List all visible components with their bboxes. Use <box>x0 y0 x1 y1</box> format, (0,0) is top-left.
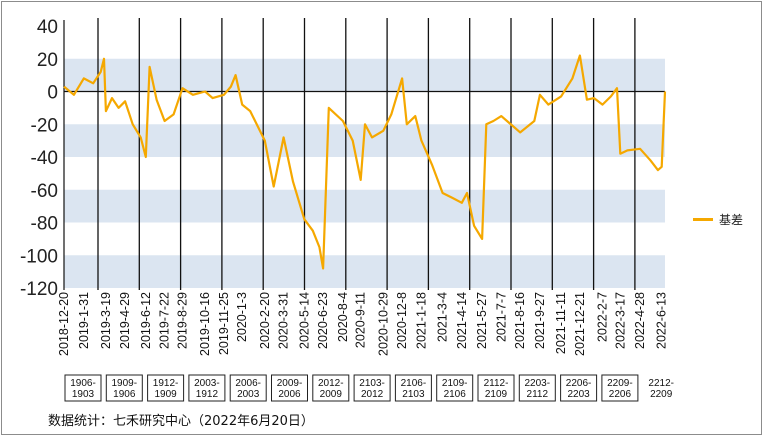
x-tick-label: 2022-4-28 <box>633 292 647 349</box>
x-tick-label: 2020-12-8 <box>395 292 409 349</box>
x-tick-label: 2022-2-7 <box>595 292 609 342</box>
grid-band <box>64 58 665 92</box>
contract-box <box>105 374 143 402</box>
contract-label: 2209 <box>650 389 673 400</box>
x-tick-label: 2021-3-4 <box>436 292 450 342</box>
x-tick-label: 2021-5-27 <box>475 292 489 349</box>
contract-label: 2206- <box>566 378 592 389</box>
contract-box <box>188 374 226 402</box>
y-tick-label: 20 <box>37 50 58 71</box>
contract-label: 1909- <box>112 378 138 389</box>
contract-box <box>560 374 598 402</box>
contract-box <box>147 374 185 402</box>
x-tick-label: 2021-8-16 <box>513 292 527 349</box>
x-tick-label: 2019-3-19 <box>99 292 113 349</box>
contract-label: 2209- <box>607 378 633 389</box>
y-tick-label: -120 <box>20 279 58 300</box>
grid-band <box>64 189 665 223</box>
x-tick-label: 2019-8-29 <box>176 292 190 349</box>
y-tick-label: -60 <box>31 181 58 202</box>
contract-label: 1909 <box>154 389 177 400</box>
x-tick-label: 2021-4-14 <box>455 292 469 349</box>
contract-box <box>64 374 102 402</box>
x-tick-label: 2020-9-11 <box>354 292 368 348</box>
contract-label: 1912- <box>153 378 179 389</box>
contract-label: 2103- <box>359 378 385 389</box>
y-tick-label: -100 <box>20 246 58 267</box>
contract-label: 2203- <box>525 378 551 389</box>
contract-label: 2106 <box>444 389 467 400</box>
x-tick-label: 2020-10-29 <box>376 292 390 356</box>
contract-label: 2012 <box>361 389 384 400</box>
x-tick-label: 2019-1-31 <box>77 292 91 349</box>
contract-box <box>353 374 391 402</box>
y-tick-label: -20 <box>31 115 58 136</box>
legend-swatch-basis <box>693 218 713 221</box>
x-tick-label: 2021-12-21 <box>573 292 587 356</box>
x-tick-label: 2021-1-18 <box>414 292 428 349</box>
contract-box <box>601 374 639 402</box>
y-tick-label: -80 <box>31 214 58 235</box>
x-tick-label: 2019-10-16 <box>198 292 212 356</box>
grid-band <box>64 255 665 288</box>
contract-box <box>477 374 515 402</box>
series-line-basis <box>63 54 667 270</box>
contract-label: 2212- <box>648 378 674 389</box>
legend-label-basis: 基差 <box>719 213 744 227</box>
contract-label: 2012- <box>318 378 344 389</box>
contract-label: 2109- <box>442 378 468 389</box>
contract-box <box>229 374 267 402</box>
contract-label: 2206 <box>609 389 632 400</box>
contract-box <box>436 374 474 402</box>
x-tick-label: 2020-2-20 <box>258 292 272 349</box>
contract-label: 2106- <box>401 378 427 389</box>
x-tick-label: 2020-6-23 <box>316 292 330 349</box>
contract-label: 1912 <box>196 389 219 400</box>
contract-label: 2103 <box>402 389 425 400</box>
y-tick-label: -40 <box>31 148 58 169</box>
x-tick-label: 2021-11-11 <box>554 292 568 354</box>
contract-box <box>312 374 350 402</box>
y-tick-label: 0 <box>47 83 58 104</box>
x-tick-label: 2019-11-25 <box>217 292 231 355</box>
x-tick-label: 2018-12-20 <box>57 292 71 356</box>
x-tick-label: 2022-6-13 <box>655 292 669 349</box>
x-tick-label: 2021-9-27 <box>533 292 547 349</box>
contract-box <box>271 374 308 402</box>
x-tick-label: 2020-5-14 <box>297 292 311 349</box>
x-tick-label: 2019-7-22 <box>158 292 172 349</box>
contract-label: 2109 <box>485 389 508 400</box>
x-tick-label: 2021-7-7 <box>494 292 508 342</box>
contract-label: 2006 <box>278 389 301 400</box>
contract-label: 2006- <box>235 378 261 389</box>
y-tick-label: 40 <box>37 17 58 38</box>
contract-label: 2112- <box>484 378 509 389</box>
contract-label: 2009- <box>277 378 303 389</box>
contract-label: 1906 <box>113 389 136 400</box>
x-tick-label: 2020-1-3 <box>235 292 249 342</box>
contract-box <box>518 374 556 402</box>
x-tick-label: 2019-6-12 <box>139 292 153 349</box>
contract-label: 2203 <box>567 389 590 400</box>
contract-label: 1903 <box>72 389 95 400</box>
contract-label: 2003- <box>194 378 220 389</box>
x-tick-label: 2020-8-4 <box>336 292 350 342</box>
legend: 基差 <box>693 211 743 228</box>
contract-label: 2003 <box>237 389 260 400</box>
contract-label: 2112 <box>527 389 549 400</box>
contract-box <box>394 374 432 402</box>
contract-label: 1906- <box>70 378 96 389</box>
contract-label: 2009 <box>320 389 343 400</box>
x-tick-label: 2022-3-17 <box>613 292 627 349</box>
x-tick-label: 2020-3-31 <box>277 292 291 349</box>
x-tick-label: 2019-4-29 <box>118 292 132 349</box>
contract-box <box>643 375 680 401</box>
source-note: 数据统计：七禾研究中心（2022年6月20日） <box>48 414 314 429</box>
